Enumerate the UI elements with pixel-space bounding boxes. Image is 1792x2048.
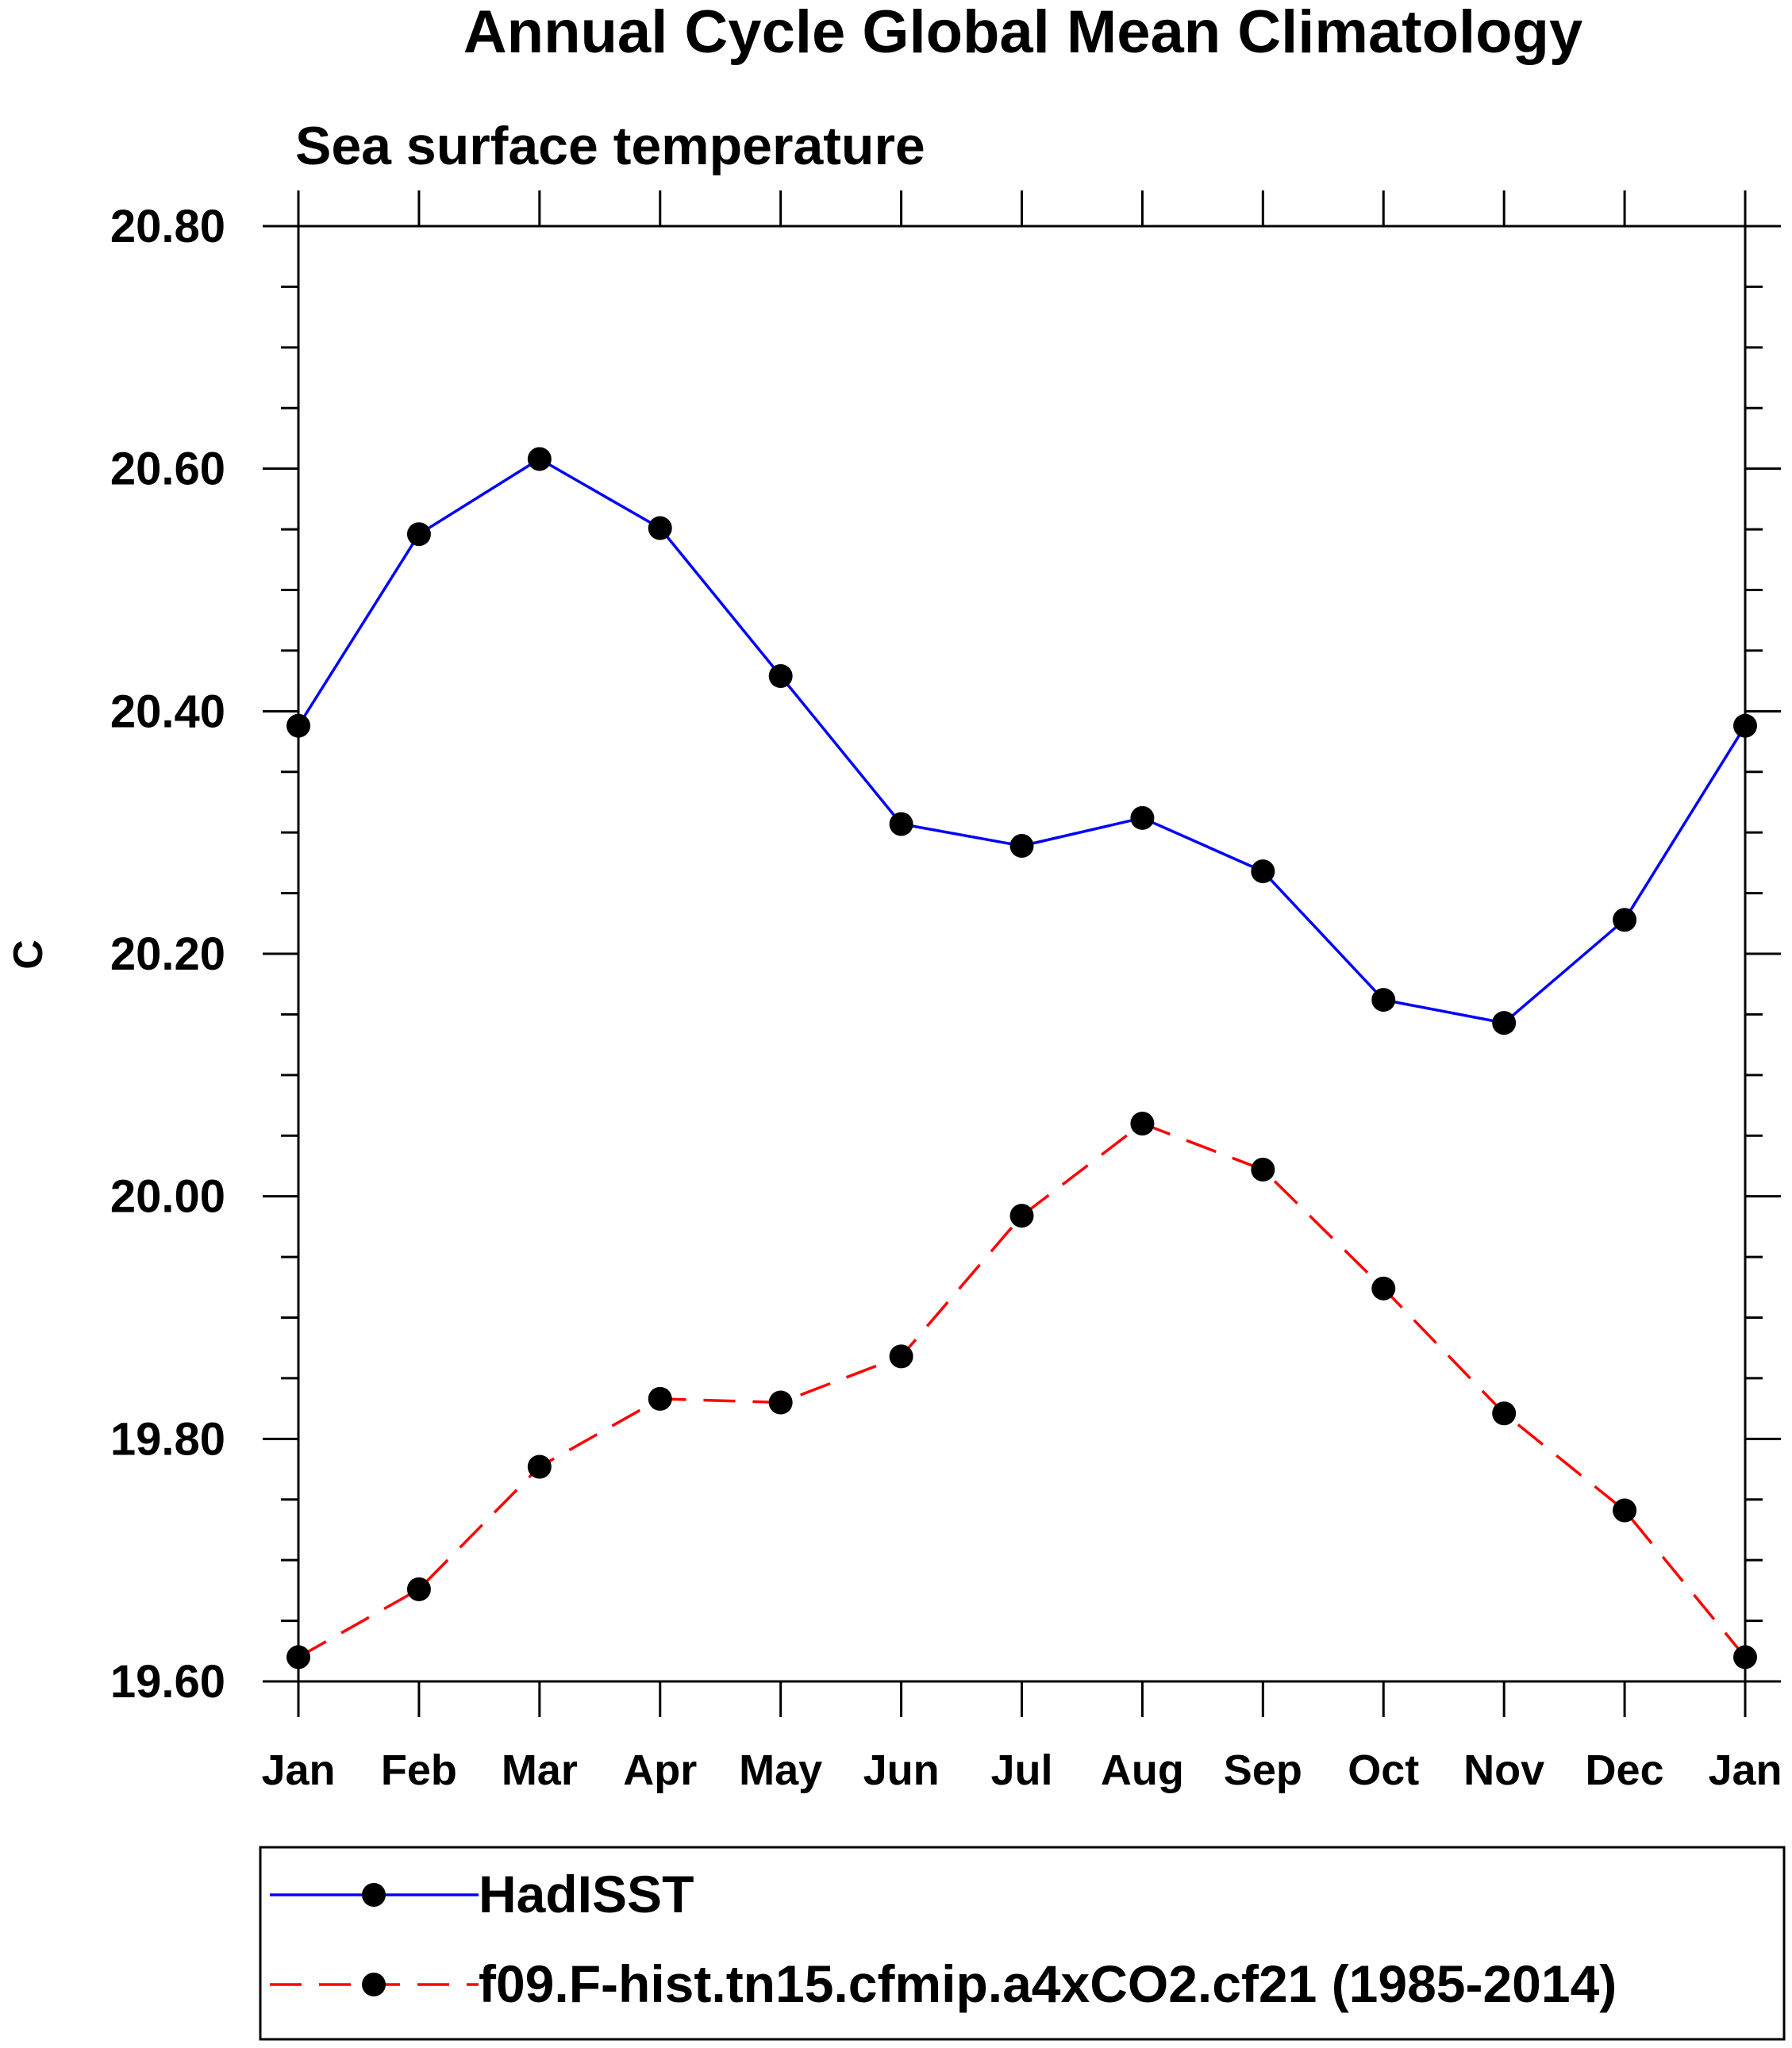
x-tick-label: Jul xyxy=(990,1746,1052,1794)
x-tick-label: Dec xyxy=(1586,1746,1664,1794)
data-point xyxy=(1130,1111,1155,1135)
data-point xyxy=(889,812,913,836)
x-tick-label: Apr xyxy=(623,1746,697,1794)
data-point xyxy=(1371,1276,1396,1301)
data-point xyxy=(406,522,431,547)
chart-title: Annual Cycle Global Mean Climatology xyxy=(463,0,1582,66)
legend-marker xyxy=(362,1973,386,1996)
x-tick-label: Jan xyxy=(261,1746,335,1794)
data-point xyxy=(527,447,552,471)
data-point xyxy=(1009,833,1034,858)
x-tick-label: Oct xyxy=(1348,1746,1419,1794)
y-tick-label: 19.80 xyxy=(110,1413,225,1465)
data-point xyxy=(1371,988,1396,1012)
x-tick-label: Jun xyxy=(863,1746,940,1794)
data-point xyxy=(1613,1498,1637,1523)
data-point xyxy=(286,1645,310,1670)
data-point xyxy=(1492,1011,1517,1036)
data-point xyxy=(1733,713,1757,738)
legend: HadISST f09.F-hist.tn15.cfmip.a4xCO2.cf21… xyxy=(259,1846,1786,2041)
data-point xyxy=(648,516,672,540)
chart-subtitle: Sea surface temperature xyxy=(295,116,925,176)
data-point xyxy=(1613,908,1637,932)
x-tick-label: Jan xyxy=(1708,1746,1782,1794)
data-point xyxy=(1251,1158,1275,1182)
x-tick-label: Mar xyxy=(502,1746,578,1794)
y-tick-label: 20.20 xyxy=(110,928,225,980)
data-point xyxy=(889,1344,913,1369)
y-tick-label: 20.00 xyxy=(110,1171,225,1223)
x-tick-label: Aug xyxy=(1101,1746,1184,1794)
data-point xyxy=(1130,805,1155,830)
data-point xyxy=(406,1577,431,1601)
data-point xyxy=(527,1454,552,1479)
series-line xyxy=(297,457,1747,1024)
data-point xyxy=(1009,1204,1034,1228)
data-point xyxy=(768,1390,793,1415)
legend-label: HadISST xyxy=(479,1865,694,1923)
data-point xyxy=(1733,1645,1757,1670)
plot-series xyxy=(286,447,1757,1670)
data-point xyxy=(1251,859,1275,884)
x-tick-label: May xyxy=(739,1746,822,1794)
x-tick-label: Sep xyxy=(1224,1746,1302,1794)
data-point xyxy=(1492,1401,1517,1426)
data-point xyxy=(648,1386,672,1411)
plot-frame xyxy=(297,225,1747,1683)
data-point xyxy=(768,664,793,689)
x-tick-label: Nov xyxy=(1463,1746,1544,1794)
y-tick-label: 19.60 xyxy=(110,1656,225,1708)
y-axis-label: C xyxy=(6,939,52,970)
series-group xyxy=(286,447,1757,1036)
axes: 20.80 20.60 20.40 20.20 20.00 19.80 19.60 Jan Fe… xyxy=(110,190,1782,1794)
legend-marker xyxy=(362,1883,386,1907)
legend-box xyxy=(259,1846,1786,2041)
data-point xyxy=(286,713,310,738)
y-tick-label: 20.80 xyxy=(110,201,225,252)
y-tick-label: 20.60 xyxy=(110,444,225,495)
series-group xyxy=(286,1111,1757,1670)
y-tick-label: 20.40 xyxy=(110,686,225,737)
x-tick-label: Feb xyxy=(381,1746,457,1794)
series-line xyxy=(298,1122,1747,1658)
legend-label: f09.F-hist.tn15.cfmip.a4xCO2.cf21 (1985-… xyxy=(479,1954,1617,2013)
